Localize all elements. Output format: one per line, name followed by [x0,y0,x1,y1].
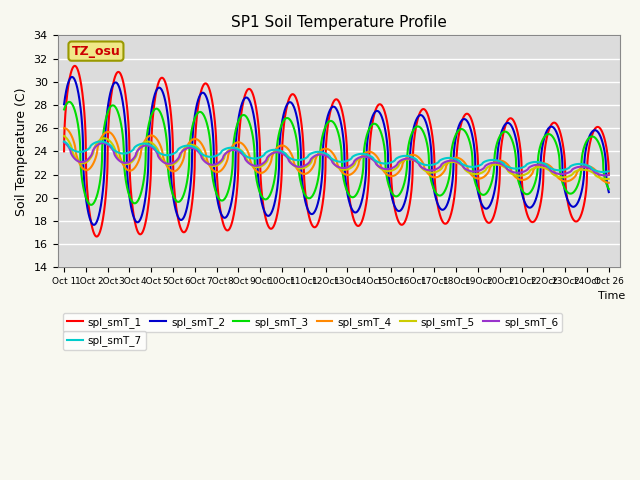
spl_smT_7 [605,168,612,174]
Line: spl_smT_4: spl_smT_4 [64,128,609,183]
spl_smT_2 [60,101,68,107]
Text: TZ_osu: TZ_osu [72,45,120,58]
spl_smT_5 [271,148,279,154]
spl_smT_4 [72,146,79,152]
spl_smT_2 [68,74,76,80]
spl_smT_4 [504,162,512,168]
Line: spl_smT_6: spl_smT_6 [64,142,609,175]
Line: spl_smT_2: spl_smT_2 [64,77,609,225]
Text: Time: Time [598,290,625,300]
spl_smT_4 [605,180,612,186]
spl_smT_1 [71,63,79,69]
spl_smT_4 [271,147,279,153]
spl_smT_2 [272,195,280,201]
spl_smT_1 [365,181,372,187]
spl_smT_4 [60,125,68,131]
spl_smT_3 [72,109,79,115]
Line: spl_smT_7: spl_smT_7 [64,142,609,172]
spl_smT_7 [364,152,372,158]
spl_smT_5 [364,154,372,160]
spl_smT_2 [90,222,98,228]
Line: spl_smT_1: spl_smT_1 [64,66,609,237]
Line: spl_smT_3: spl_smT_3 [64,102,609,205]
spl_smT_4 [526,173,534,179]
spl_smT_6 [71,156,79,162]
spl_smT_3 [365,128,372,133]
spl_smT_7 [504,164,511,169]
spl_smT_5 [60,133,68,139]
spl_smT_4 [364,149,372,155]
spl_smT_3 [547,132,555,138]
spl_smT_7 [271,147,279,153]
spl_smT_2 [527,204,534,210]
spl_smT_2 [365,131,372,137]
spl_smT_2 [547,124,555,130]
Y-axis label: Soil Temperature (C): Soil Temperature (C) [15,87,28,216]
spl_smT_7 [599,169,607,175]
spl_smT_2 [504,120,512,126]
spl_smT_1 [60,148,68,154]
spl_smT_3 [605,186,612,192]
spl_smT_3 [87,202,95,208]
spl_smT_6 [271,149,279,155]
spl_smT_2 [605,189,612,195]
spl_smT_6 [526,164,534,170]
spl_smT_6 [601,172,609,178]
spl_smT_7 [547,165,554,171]
spl_smT_1 [605,172,612,178]
Line: spl_smT_5: spl_smT_5 [64,136,609,179]
spl_smT_1 [504,117,512,123]
spl_smT_3 [65,99,73,105]
spl_smT_6 [605,172,612,178]
spl_smT_5 [71,155,79,160]
spl_smT_5 [526,168,534,174]
spl_smT_5 [603,176,611,182]
spl_smT_3 [504,130,512,136]
spl_smT_5 [605,176,612,182]
spl_smT_1 [93,234,100,240]
spl_smT_7 [71,148,79,154]
spl_smT_1 [72,63,79,69]
spl_smT_2 [72,79,79,84]
spl_smT_5 [547,168,554,174]
spl_smT_3 [527,190,534,195]
spl_smT_6 [364,154,372,160]
Legend: spl_smT_7: spl_smT_7 [63,331,146,350]
spl_smT_1 [547,123,555,129]
spl_smT_6 [60,139,68,145]
spl_smT_7 [60,139,68,144]
spl_smT_4 [547,164,554,169]
spl_smT_7 [526,160,534,166]
spl_smT_1 [272,218,280,224]
spl_smT_3 [60,107,68,112]
spl_smT_3 [272,168,280,174]
spl_smT_6 [504,167,511,172]
spl_smT_1 [527,218,534,224]
spl_smT_6 [547,167,554,173]
spl_smT_4 [60,125,68,131]
spl_smT_5 [504,167,511,173]
Title: SP1 Soil Temperature Profile: SP1 Soil Temperature Profile [230,15,447,30]
